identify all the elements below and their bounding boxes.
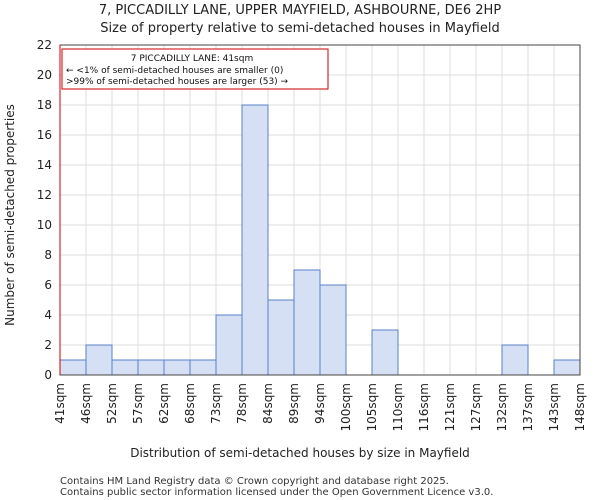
x-tick-label: 94sqm	[313, 383, 327, 424]
annotation-line2: ← <1% of semi-detached houses are smalle…	[66, 66, 283, 76]
bar-105sqm	[371, 329, 399, 376]
x-tick-label: 148sqm	[573, 383, 587, 431]
y-tick-label: 20	[37, 68, 52, 82]
bar-52sqm	[111, 359, 139, 376]
x-axis-label: Distribution of semi-detached houses by …	[130, 446, 470, 460]
x-tick-labels: 41sqm 46sqm 52sqm 57sqm 62sqm 68sqm 73sqm 78sqm…	[53, 383, 587, 431]
x-tick-label: 132sqm	[495, 383, 509, 431]
x-tick-label: 52sqm	[105, 383, 119, 424]
x-tick-label: 105sqm	[365, 383, 379, 431]
x-tick-label: 68sqm	[183, 383, 197, 424]
bar-89sqm	[293, 269, 321, 376]
x-tick-label: 100sqm	[339, 383, 353, 431]
footer-line1: Contains HM Land Registry data © Crown c…	[60, 476, 449, 487]
x-tick-label: 137sqm	[521, 383, 535, 431]
bar-41sqm	[59, 359, 87, 376]
x-tick-label: 73sqm	[209, 383, 223, 424]
y-tick-label: 10	[37, 218, 52, 232]
bar-78sqm	[241, 104, 269, 376]
bar-68sqm	[189, 359, 217, 376]
x-tick-label: 46sqm	[79, 383, 93, 424]
y-tick-label: 22	[37, 38, 52, 52]
annotation-line1: 7 PICCADILLY LANE: 41sqm	[131, 54, 253, 64]
y-tick-labels: 0 2 4 6 8 10 12 14 16 18 20 22	[37, 38, 52, 382]
annotation-box: 7 PICCADILLY LANE: 41sqm ← <1% of semi-d…	[61, 48, 329, 90]
y-tick-label: 4	[44, 308, 52, 322]
x-tick-label: 62sqm	[157, 383, 171, 424]
y-tick-label: 16	[37, 128, 52, 142]
bar-143sqm	[553, 359, 581, 376]
bar-46sqm	[85, 344, 113, 376]
y-tick-label: 14	[37, 158, 52, 172]
x-tick-label: 110sqm	[391, 383, 405, 431]
annotation-line3: >99% of semi-detached houses are larger …	[66, 77, 289, 87]
bar-84sqm	[267, 299, 295, 376]
y-tick-label: 2	[44, 338, 52, 352]
footer-line2: Contains public sector information licen…	[60, 487, 493, 498]
y-tick-label: 8	[44, 248, 52, 262]
y-tick-label: 6	[44, 278, 52, 292]
bar-132sqm	[501, 344, 529, 376]
x-tick-label: 89sqm	[287, 383, 301, 424]
x-tick-label: 84sqm	[261, 383, 275, 424]
x-tick-label: 121sqm	[443, 383, 457, 431]
bar-94sqm	[319, 284, 347, 376]
x-tick-label: 116sqm	[417, 383, 431, 431]
chart-title-line2: Size of property relative to semi-detach…	[100, 21, 499, 36]
bars	[59, 104, 581, 376]
y-tick-label: 0	[44, 368, 52, 382]
x-tick-label: 57sqm	[131, 383, 145, 424]
x-tick-label: 78sqm	[235, 383, 249, 424]
bar-62sqm	[163, 359, 191, 376]
x-tick-label: 143sqm	[547, 383, 561, 431]
y-tick-label: 18	[37, 98, 52, 112]
y-axis-label: Number of semi-detached properties	[3, 104, 17, 326]
bar-57sqm	[137, 359, 165, 376]
chart-title-line1: 7, PICCADILLY LANE, UPPER MAYFIELD, ASHB…	[99, 3, 501, 18]
bar-73sqm	[215, 314, 243, 376]
x-tick-label: 127sqm	[469, 383, 483, 431]
y-tick-label: 12	[37, 188, 52, 202]
annotation-border	[61, 48, 329, 90]
x-tick-label: 41sqm	[53, 383, 67, 424]
